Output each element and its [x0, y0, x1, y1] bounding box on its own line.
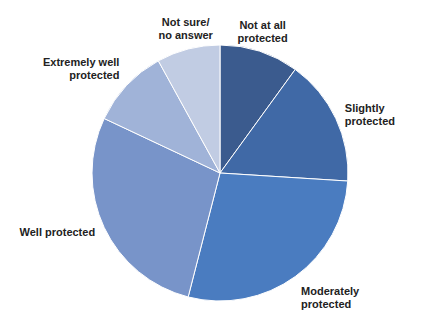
svg-text:Slightlyprotected: Slightlyprotected	[345, 102, 395, 127]
svg-text:Well protected: Well protected	[20, 226, 96, 238]
svg-text:Extremely wellprotected: Extremely wellprotected	[43, 56, 119, 81]
svg-text:Not at allprotected: Not at allprotected	[238, 19, 288, 44]
svg-text:Moderatelyprotected: Moderatelyprotected	[301, 285, 360, 310]
svg-text:Not sure/no answer: Not sure/no answer	[158, 16, 213, 41]
